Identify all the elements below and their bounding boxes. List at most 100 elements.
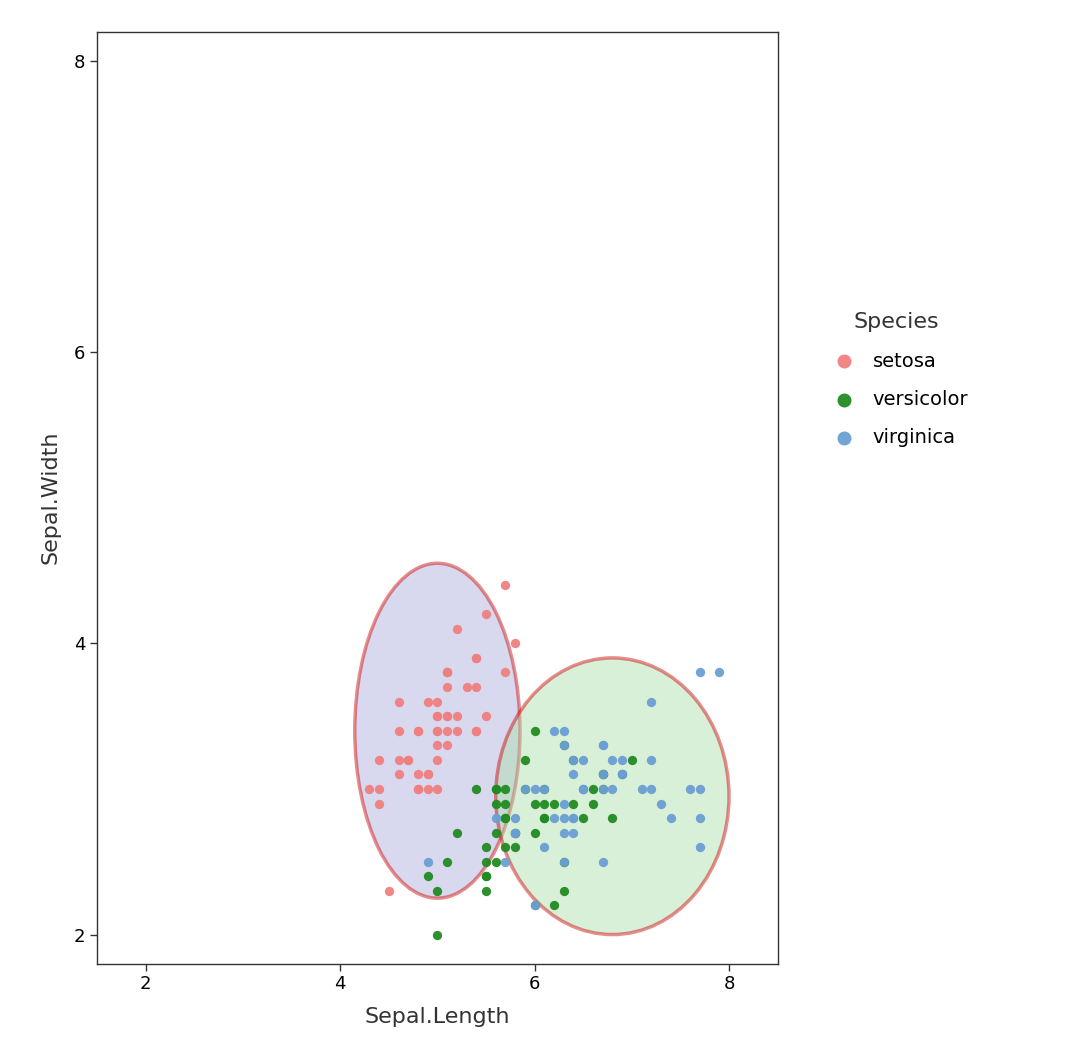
virginica — [575, 780, 592, 797]
virginica — [594, 737, 611, 754]
virginica — [555, 795, 572, 812]
setosa — [419, 780, 436, 797]
setosa — [370, 795, 388, 812]
versicolor — [419, 868, 436, 885]
virginica — [681, 780, 699, 797]
virginica — [613, 766, 631, 783]
Legend: setosa, versicolor, virginica: setosa, versicolor, virginica — [814, 303, 978, 457]
virginica — [575, 752, 592, 769]
versicolor — [477, 882, 495, 899]
setosa — [361, 780, 378, 797]
virginica — [604, 752, 621, 769]
virginica — [526, 780, 543, 797]
setosa — [468, 722, 485, 739]
setosa — [409, 722, 427, 739]
setosa — [380, 882, 397, 899]
virginica — [507, 824, 524, 841]
virginica — [545, 722, 563, 739]
setosa — [419, 693, 436, 710]
versicolor — [438, 854, 456, 870]
virginica — [507, 809, 524, 826]
setosa — [409, 766, 427, 783]
versicolor — [507, 824, 524, 841]
virginica — [565, 809, 582, 826]
versicolor — [536, 809, 553, 826]
setosa — [429, 693, 446, 710]
virginica — [691, 664, 708, 681]
versicolor — [429, 926, 446, 944]
virginica — [594, 737, 611, 754]
setosa — [438, 664, 456, 681]
virginica — [526, 897, 543, 914]
virginica — [497, 854, 514, 870]
virginica — [691, 839, 708, 856]
virginica — [643, 752, 660, 769]
virginica — [565, 766, 582, 783]
virginica — [555, 854, 572, 870]
versicolor — [565, 795, 582, 812]
virginica — [691, 780, 708, 797]
versicolor — [536, 809, 553, 826]
versicolor — [497, 795, 514, 812]
virginica — [652, 795, 670, 812]
versicolor — [487, 780, 504, 797]
versicolor — [555, 882, 572, 899]
virginica — [691, 809, 708, 826]
versicolor — [526, 795, 543, 812]
setosa — [429, 722, 446, 739]
virginica — [604, 780, 621, 797]
setosa — [507, 634, 524, 651]
versicolor — [594, 766, 611, 783]
versicolor — [584, 780, 602, 797]
setosa — [429, 722, 446, 739]
virginica — [516, 780, 534, 797]
virginica — [565, 752, 582, 769]
virginica — [555, 722, 572, 739]
versicolor — [594, 780, 611, 797]
versicolor — [429, 882, 446, 899]
Y-axis label: Sepal.Width: Sepal.Width — [40, 431, 60, 564]
virginica — [545, 809, 563, 826]
virginica — [575, 780, 592, 797]
versicolor — [536, 795, 553, 812]
setosa — [370, 780, 388, 797]
setosa — [438, 679, 456, 696]
virginica — [633, 780, 650, 797]
setosa — [400, 752, 417, 769]
versicolor — [497, 809, 514, 826]
versicolor — [487, 780, 504, 797]
setosa — [400, 752, 417, 769]
setosa — [390, 722, 407, 739]
setosa — [448, 621, 465, 638]
virginica — [565, 824, 582, 841]
versicolor — [477, 839, 495, 856]
versicolor — [575, 809, 592, 826]
virginica — [711, 664, 728, 681]
versicolor — [555, 737, 572, 754]
versicolor — [477, 868, 495, 885]
versicolor — [448, 824, 465, 841]
setosa — [448, 707, 465, 724]
setosa — [409, 780, 427, 797]
setosa — [429, 737, 446, 754]
virginica — [507, 824, 524, 841]
versicolor — [526, 722, 543, 739]
Ellipse shape — [354, 563, 521, 898]
setosa — [438, 707, 456, 724]
X-axis label: Sepal.Length: Sepal.Length — [365, 1007, 510, 1027]
versicolor — [536, 780, 553, 797]
setosa — [438, 707, 456, 724]
setosa — [438, 664, 456, 681]
Ellipse shape — [496, 658, 729, 935]
setosa — [458, 679, 475, 696]
versicolor — [526, 897, 543, 914]
setosa — [409, 780, 427, 797]
versicolor — [555, 854, 572, 870]
virginica — [594, 780, 611, 797]
virginica — [643, 780, 660, 797]
setosa — [477, 707, 495, 724]
setosa — [429, 707, 446, 724]
virginica — [555, 809, 572, 826]
setosa — [497, 664, 514, 681]
setosa — [438, 664, 456, 681]
